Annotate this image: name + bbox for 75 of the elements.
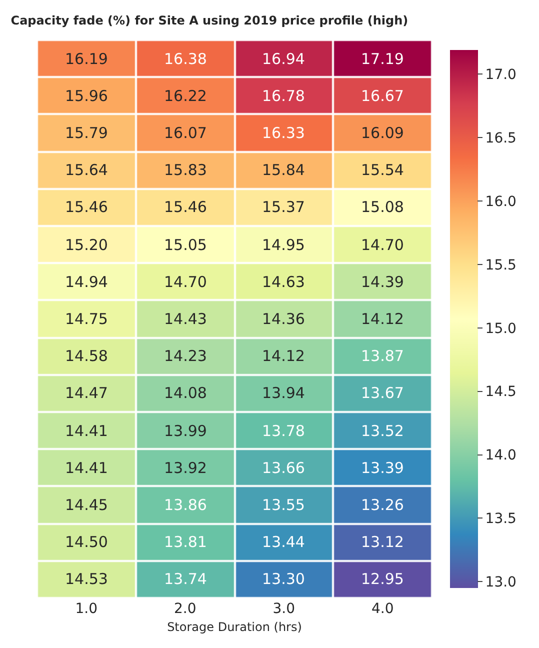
data-label: 13.26 bbox=[361, 496, 404, 514]
data-label: 14.47 bbox=[65, 384, 108, 402]
data-label: 14.53 bbox=[65, 570, 108, 588]
data-label: 13.74 bbox=[164, 570, 207, 588]
data-label: 13.55 bbox=[262, 496, 305, 514]
data-label: 16.33 bbox=[262, 124, 305, 142]
data-label: 14.95 bbox=[262, 236, 305, 254]
data-label: 13.52 bbox=[361, 422, 404, 440]
data-label: 13.81 bbox=[164, 533, 207, 551]
data-label: 14.23 bbox=[164, 347, 207, 365]
data-label: 14.43 bbox=[164, 310, 207, 328]
data-label: 13.39 bbox=[361, 459, 404, 477]
data-label: 15.46 bbox=[65, 198, 108, 216]
data-label: 15.83 bbox=[164, 161, 207, 179]
data-label: 14.41 bbox=[65, 459, 108, 477]
data-label: 14.70 bbox=[361, 236, 404, 254]
data-label: 15.05 bbox=[164, 236, 207, 254]
color-bar-label: 16.0 bbox=[485, 194, 516, 210]
data-label: 15.37 bbox=[262, 198, 305, 216]
color-bar-label: 17.0 bbox=[485, 67, 516, 84]
data-label: 15.54 bbox=[361, 161, 404, 179]
data-label: 14.39 bbox=[361, 273, 404, 291]
data-label: 15.46 bbox=[164, 198, 207, 216]
data-label: 16.09 bbox=[361, 124, 404, 142]
data-label: 14.58 bbox=[65, 347, 108, 365]
color-bar-label: 16.5 bbox=[485, 130, 516, 146]
data-label: 16.38 bbox=[164, 50, 207, 68]
data-label: 14.36 bbox=[262, 310, 305, 328]
data-label: 15.08 bbox=[361, 198, 404, 216]
x-tick-label: 3.0 bbox=[272, 601, 296, 617]
data-label: 14.94 bbox=[65, 273, 108, 291]
data-label: 17.19 bbox=[361, 50, 404, 68]
data-label: 16.07 bbox=[164, 124, 207, 142]
data-label: 16.19 bbox=[65, 50, 108, 68]
data-label: 14.50 bbox=[65, 533, 108, 551]
data-label: 13.92 bbox=[164, 459, 207, 477]
data-label: 15.96 bbox=[65, 87, 108, 105]
data-label: 14.45 bbox=[65, 496, 108, 514]
data-label: 16.22 bbox=[164, 87, 207, 105]
data-label: 12.95 bbox=[361, 570, 404, 588]
data-label: 13.12 bbox=[361, 533, 404, 551]
x-tick-label: 4.0 bbox=[371, 601, 394, 617]
data-label: 13.66 bbox=[262, 459, 305, 477]
color-bar-label: 14.5 bbox=[485, 384, 516, 400]
x-tick-label: 2.0 bbox=[174, 601, 196, 617]
data-label: 13.94 bbox=[262, 384, 305, 402]
color-bar-label: 13.5 bbox=[485, 511, 516, 528]
data-label: 15.84 bbox=[262, 161, 305, 179]
data-label: 13.78 bbox=[262, 422, 305, 440]
data-label: 13.30 bbox=[262, 570, 305, 588]
x-tick-label: 1.0 bbox=[75, 601, 98, 617]
data-label: 14.12 bbox=[262, 347, 305, 365]
data-label: 14.41 bbox=[65, 422, 108, 440]
color-bar-label: 15.0 bbox=[485, 320, 516, 337]
data-label: 13.86 bbox=[164, 496, 207, 514]
data-label: 14.12 bbox=[361, 310, 404, 328]
data-label: 16.67 bbox=[361, 87, 404, 105]
color-bar-label: 15.5 bbox=[485, 257, 516, 274]
data-label: 15.79 bbox=[65, 124, 108, 142]
data-label: 16.94 bbox=[262, 50, 305, 68]
data-label: 15.20 bbox=[65, 236, 108, 254]
data-label: 14.63 bbox=[262, 273, 305, 291]
data-label: 14.75 bbox=[65, 310, 108, 328]
data-label: 16.78 bbox=[262, 87, 305, 105]
color-bar-label: 14.0 bbox=[485, 448, 516, 464]
data-label: 13.87 bbox=[361, 347, 404, 365]
data-label: 14.70 bbox=[164, 273, 207, 291]
data-label: 13.44 bbox=[262, 533, 305, 551]
data-label: 13.67 bbox=[361, 384, 404, 402]
chart-title: Capacity fade (%) for Site A using 2019 price profile (high) bbox=[10, 14, 408, 28]
data-label: 13.99 bbox=[164, 422, 207, 440]
color-bar-label: 13.0 bbox=[485, 574, 516, 591]
data-label: 15.64 bbox=[65, 161, 108, 179]
data-label: 14.08 bbox=[164, 384, 207, 402]
x-axis-title: Storage Duration (hrs) bbox=[167, 620, 302, 634]
